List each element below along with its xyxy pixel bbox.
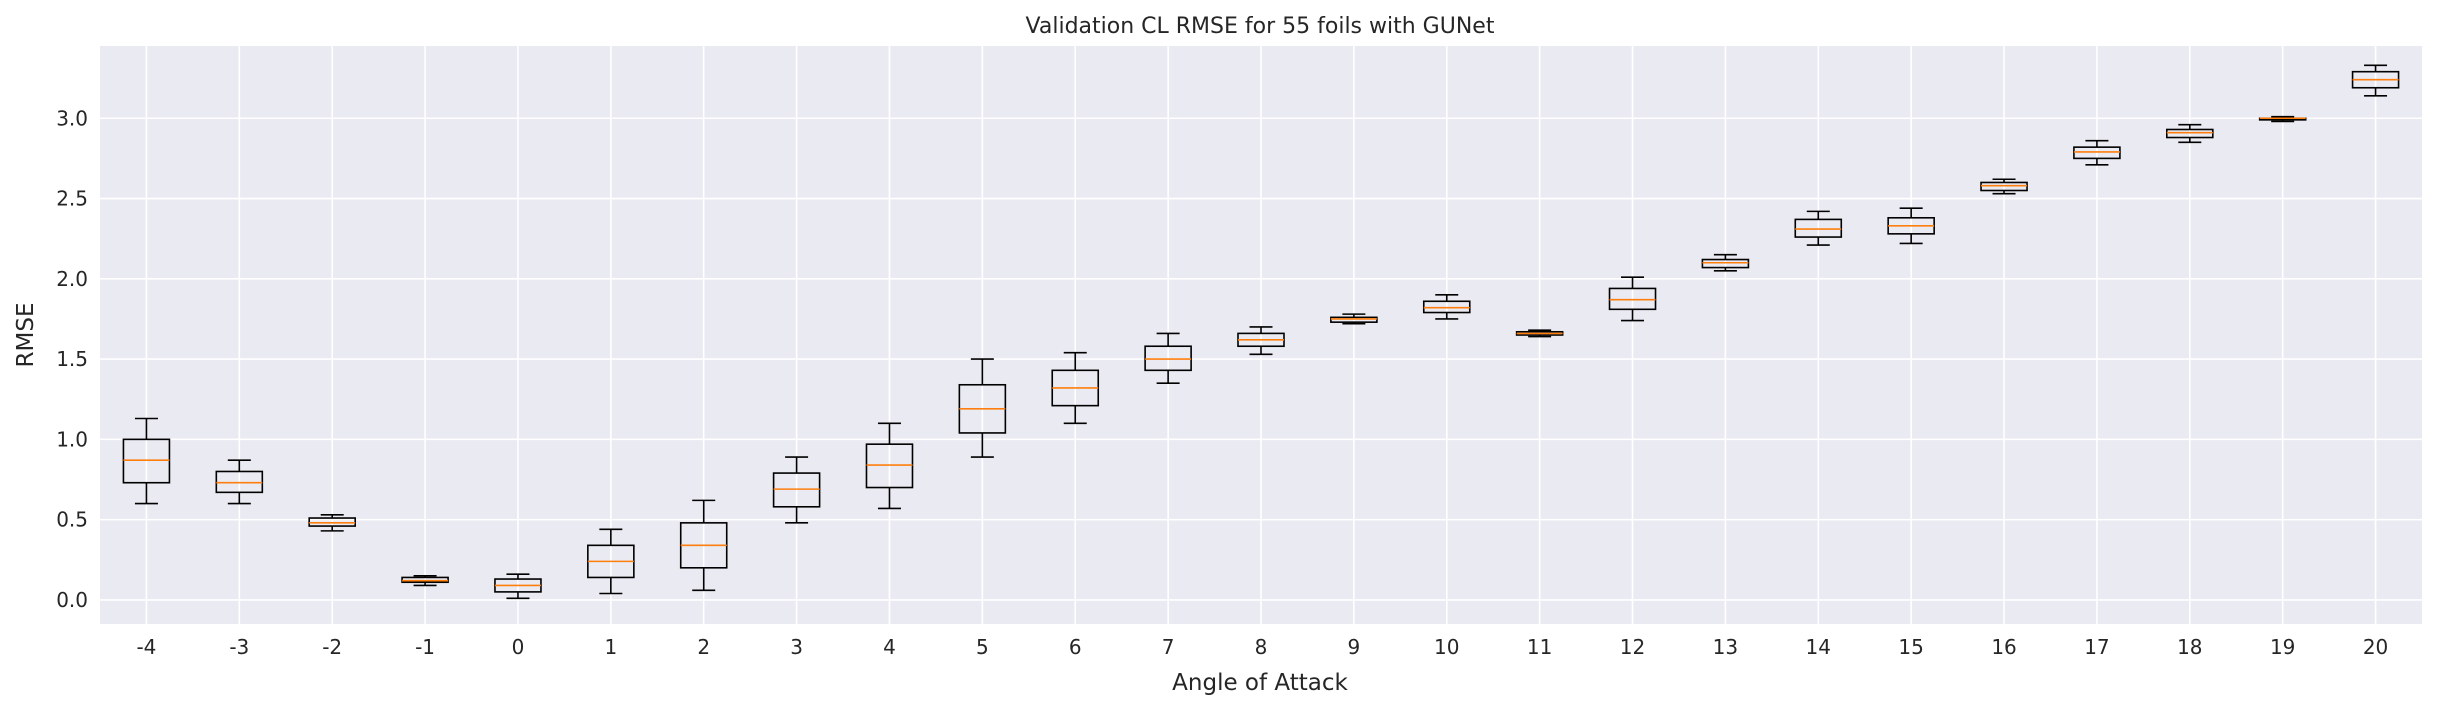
box-aoa-16 bbox=[1980, 178, 2028, 195]
x-tick-label: 4 bbox=[883, 635, 896, 659]
x-tick-label: 19 bbox=[2270, 635, 2295, 659]
y-tick-label: 2.0 bbox=[56, 267, 88, 291]
x-tick-label: 10 bbox=[1434, 635, 1459, 659]
box-aoa-5 bbox=[958, 358, 1007, 458]
x-tick-label: 14 bbox=[1806, 635, 1831, 659]
x-axis-label: Angle of Attack bbox=[1172, 670, 1348, 696]
box-aoa-19 bbox=[2258, 115, 2307, 123]
chart-title: Validation CL RMSE for 55 foils with GUN… bbox=[1026, 14, 1495, 39]
x-tick-label: 20 bbox=[2363, 635, 2388, 659]
x-tick-label: 2 bbox=[697, 635, 710, 659]
box-aoa-14 bbox=[1794, 210, 1843, 246]
iqr-box bbox=[308, 517, 357, 527]
box-aoa-10 bbox=[1422, 294, 1471, 320]
grid-lines bbox=[100, 46, 2422, 624]
x-tick-label: 1 bbox=[604, 635, 617, 659]
x-tick-label: 17 bbox=[2084, 635, 2109, 659]
x-tick-label: 11 bbox=[1527, 635, 1552, 659]
x-tick-label: 15 bbox=[1898, 635, 1923, 659]
x-tick-label: 8 bbox=[1255, 635, 1268, 659]
y-tick-label: 0.0 bbox=[56, 588, 88, 612]
box-aoa-20 bbox=[2351, 64, 2400, 97]
box-aoa-6 bbox=[1051, 351, 1100, 425]
x-tick-label: 0 bbox=[512, 635, 525, 659]
x-tick-label: -4 bbox=[136, 635, 156, 659]
box-aoa-0 bbox=[494, 573, 542, 600]
x-tick-label: 3 bbox=[790, 635, 803, 659]
box-aoa-11 bbox=[1515, 329, 1564, 338]
box-aoa-12 bbox=[1608, 276, 1657, 322]
x-tick-label: 18 bbox=[2177, 635, 2202, 659]
box-aoa-13 bbox=[1701, 253, 1750, 272]
box-aoa--1 bbox=[401, 575, 449, 587]
y-tick-label: 1.0 bbox=[56, 427, 88, 451]
x-tick-label: 13 bbox=[1713, 635, 1738, 659]
box-aoa-15 bbox=[1887, 207, 1935, 245]
iqr-box bbox=[1794, 218, 1843, 238]
x-tick-label: -1 bbox=[415, 635, 435, 659]
y-tick-label: 1.5 bbox=[56, 347, 88, 371]
box-aoa-18 bbox=[2166, 123, 2214, 144]
iqr-box bbox=[772, 472, 821, 508]
box-aoa--4 bbox=[122, 417, 171, 505]
iqr-box bbox=[2073, 146, 2121, 160]
box-aoa-8 bbox=[1237, 326, 1285, 356]
x-tick-label: 16 bbox=[1991, 635, 2016, 659]
iqr-box bbox=[865, 443, 914, 489]
y-tick-label: 0.5 bbox=[56, 508, 88, 532]
box-aoa-3 bbox=[772, 456, 821, 524]
iqr-box bbox=[1330, 316, 1378, 323]
x-tick-label: -3 bbox=[229, 635, 249, 659]
iqr-box bbox=[401, 576, 449, 584]
box-aoa-17 bbox=[2073, 139, 2121, 166]
x-tick-label: -2 bbox=[322, 635, 342, 659]
y-tick-label: 3.0 bbox=[56, 106, 88, 130]
iqr-box bbox=[1701, 258, 1750, 269]
box-aoa--3 bbox=[215, 459, 264, 505]
iqr-box bbox=[1980, 181, 2028, 192]
box-aoa--2 bbox=[308, 514, 357, 532]
y-tick-label: 2.5 bbox=[56, 187, 88, 211]
x-tick-label: 5 bbox=[976, 635, 989, 659]
iqr-box bbox=[122, 438, 171, 484]
y-axis-label: RMSE bbox=[13, 303, 39, 368]
iqr-box bbox=[2166, 128, 2214, 139]
box-aoa-1 bbox=[587, 528, 635, 595]
iqr-box bbox=[1144, 345, 1192, 372]
x-tick-label: 9 bbox=[1348, 635, 1361, 659]
box-aoa-9 bbox=[1330, 313, 1378, 325]
box-aoa-2 bbox=[679, 499, 728, 592]
x-tick-label: 6 bbox=[1069, 635, 1082, 659]
box-series bbox=[122, 64, 2400, 600]
x-tick-label: 7 bbox=[1162, 635, 1175, 659]
iqr-box bbox=[215, 470, 264, 494]
box-aoa-4 bbox=[865, 422, 914, 510]
iqr-box bbox=[1422, 300, 1471, 314]
box-aoa-7 bbox=[1144, 332, 1192, 384]
x-axis-ticks: -4 -3 -2 -1 0 1 2 3 4 5 6 7 8 9 10 11 12 13 14 15 16 17 18 19 20 bbox=[136, 635, 2388, 659]
x-tick-label: 12 bbox=[1620, 635, 1645, 659]
iqr-box bbox=[1608, 287, 1657, 311]
y-axis-ticks: 0.0 0.5 1.0 1.5 2.0 2.5 3.0 bbox=[56, 106, 88, 612]
